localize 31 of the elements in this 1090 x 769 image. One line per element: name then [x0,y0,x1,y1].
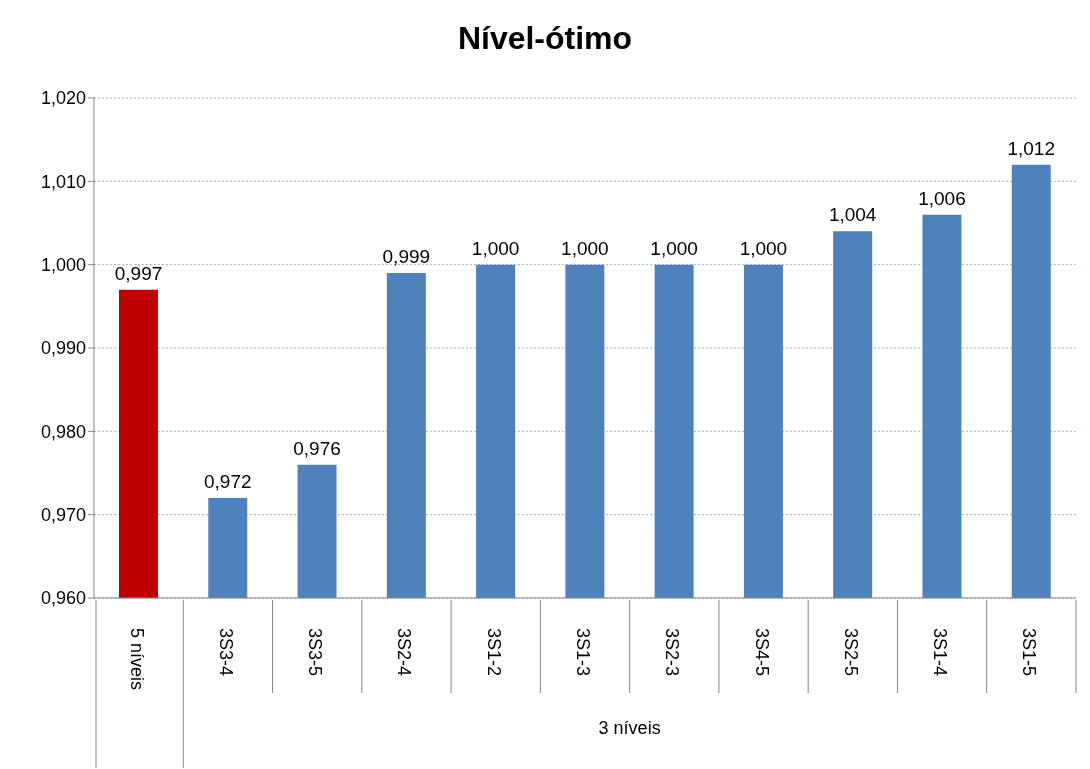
chart-title: Nível-ótimo [456,19,634,58]
data-label: 1,012 [1007,137,1055,159]
data-label: 1,006 [918,187,966,209]
x-tick-label: 3S3-5 [305,628,326,677]
y-tick-label: 1,020 [40,88,86,109]
y-tick-label: 1,010 [40,171,86,192]
y-tick-label: 0,990 [40,338,86,359]
x-tick-label: 5 níveis [126,628,147,691]
y-tick-label: 0,960 [40,588,86,609]
x-tick-label: 3S3-4 [215,628,236,677]
x-tick-label: 3S2-5 [840,628,861,677]
x-tick-label: 3S1-3 [573,628,593,677]
data-label: 0,999 [382,246,431,267]
y-tick-label: 0,970 [40,505,86,526]
data-label: 1,000 [561,237,609,259]
x-tick-label: 3S1-4 [930,628,951,677]
y-tick-label: 1,000 [40,255,86,276]
text: 3 níveis [597,718,662,739]
x-tick-label: 3S2-3 [662,628,683,677]
x-tick-label: 3S1-2 [483,628,504,677]
data-label: 0,976 [293,437,341,459]
data-label: 1,004 [828,204,877,226]
data-label: 1,000 [650,237,698,259]
data-label: 0,972 [204,471,252,492]
y-tick-label: 0,980 [40,421,86,442]
data-label: 1,000 [471,237,520,259]
data-label: 0,997 [114,262,163,284]
x-tick-label: 3S1-5 [1019,628,1040,677]
data-label: 1,000 [739,237,788,259]
x-tick-label: 3S2-4 [394,628,415,677]
x-tick-label: 3S4-5 [751,628,772,677]
